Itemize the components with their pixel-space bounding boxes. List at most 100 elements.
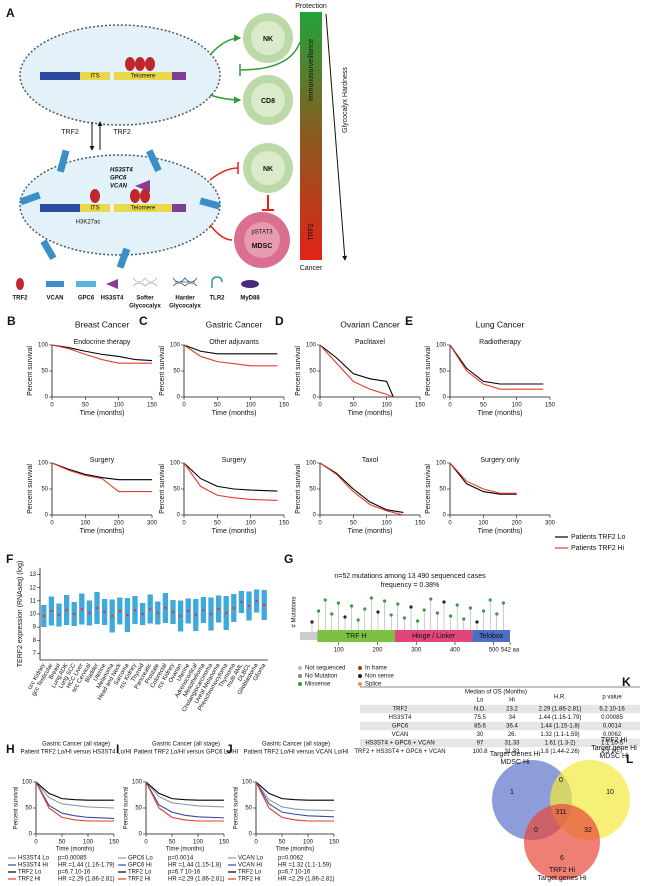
trf2-icon	[130, 189, 140, 203]
survival-curve	[183, 344, 278, 367]
legend-label: Glycocalyx	[169, 304, 201, 310]
legend-label: TRF2	[13, 296, 29, 302]
cell: 100.8	[472, 749, 488, 755]
survival-curve	[255, 781, 335, 818]
legend-label: TRF2 Hi	[128, 877, 150, 883]
panel-label: E	[405, 314, 413, 328]
lollipop-head	[402, 616, 406, 620]
median	[133, 608, 137, 612]
median	[240, 600, 243, 604]
x-tick-label: 0	[448, 521, 452, 527]
x-label: Time (months)	[276, 847, 314, 853]
axis	[319, 463, 420, 516]
y-tick-label: 50	[173, 369, 180, 375]
its: ITS	[90, 74, 99, 80]
legend-label: GPC6 Hi	[128, 863, 152, 869]
x-tick-label: 100	[512, 403, 523, 409]
cell: 30	[477, 732, 484, 738]
treatment: Endocrine therapy	[74, 339, 131, 346]
venn-count: 0	[559, 777, 563, 784]
y-tick-label: 100	[306, 461, 317, 467]
venn-count: 1	[510, 789, 514, 796]
legend-label: TLR2	[210, 296, 226, 302]
lollipop-head	[389, 613, 393, 617]
x-tick-label: 0	[50, 403, 54, 409]
axis	[145, 782, 224, 835]
cell: 1.44 (1.15-1.8)	[540, 724, 579, 730]
y-label: Percent survival	[425, 464, 432, 514]
mdsc: MDSC	[252, 243, 273, 250]
k-sub: Lo	[477, 698, 484, 704]
y-tick-label: 0	[177, 395, 181, 401]
panel-title: Gastric Cancer (all stage)	[262, 742, 330, 748]
treatment: Surgery only	[480, 457, 520, 464]
row-bg	[360, 730, 640, 739]
legend-label: HS3ST4 Hi	[18, 863, 48, 869]
lollipop-head	[442, 600, 446, 604]
x-label: Time (months)	[348, 410, 393, 417]
set-label: Target gene Hi	[591, 745, 637, 752]
legend-label: Glycocalyx	[129, 304, 161, 310]
treatment: Radiotherapy	[479, 339, 521, 346]
hazard-ratio: HR =1.32 (1.1-1.59)	[278, 863, 331, 869]
x-tick-label: 100	[334, 648, 345, 654]
x-tick-label: 100	[478, 521, 489, 527]
x-tick-label: 50	[214, 521, 221, 527]
y-tick-label: 100	[436, 461, 447, 467]
survival-curve	[35, 781, 115, 819]
telomere: Telomere	[131, 74, 156, 80]
x-tick-label: 50	[59, 840, 66, 846]
dna	[172, 204, 186, 212]
cell: TRF2 + HS3ST4 + GPC6 + VCAN	[354, 749, 445, 755]
median	[110, 614, 114, 618]
row-bg	[360, 704, 640, 714]
median	[217, 607, 220, 611]
y-label: Percent survival	[27, 346, 34, 396]
lollipop-head	[310, 620, 314, 624]
x-tick-label: 100	[246, 403, 257, 409]
cell: 34	[509, 715, 516, 721]
inhibition	[262, 195, 274, 211]
cell: 23.2	[506, 707, 518, 713]
y-tick-label: 0	[29, 832, 33, 838]
y-tick-label: 50	[25, 806, 32, 812]
cell: 26.	[508, 732, 517, 738]
legend-label: TRF2 Lo	[18, 870, 42, 876]
y-tick-label: 0	[249, 832, 253, 838]
arrow	[209, 34, 242, 56]
survival-curve	[255, 781, 334, 801]
median	[141, 612, 144, 616]
cell: 1.44 (1.16-1.79)	[539, 715, 582, 721]
domain	[317, 630, 395, 642]
y-tick-label: 50	[41, 487, 48, 493]
gene: HS3ST4	[110, 168, 133, 174]
row-bg	[360, 738, 640, 748]
survival-curve	[255, 781, 334, 822]
k-header: Median of OS (Months)	[465, 690, 527, 696]
nk-cell	[243, 143, 293, 193]
telomere: Telomere	[131, 206, 156, 212]
lollipop-head	[396, 602, 400, 606]
survival-curve	[449, 344, 544, 390]
y-label: Percent survival	[124, 787, 130, 830]
nk-cell	[243, 13, 293, 63]
y-tick-label: 100	[170, 343, 181, 349]
y-tick-label: 50	[135, 806, 142, 812]
y-tick-label: 50	[173, 487, 180, 493]
y-tick-label: 9	[33, 625, 37, 631]
hazard-ratio: HR =2.29 (1.86-2.81)	[168, 877, 225, 883]
p-value: p=6.7 10-16	[278, 870, 311, 876]
legend-label: TRF2 Hi	[238, 877, 260, 883]
trf2-icon	[145, 57, 155, 71]
x-tick-label: 50	[82, 403, 89, 409]
x-tick-label: 150	[219, 840, 230, 846]
survival-curve	[449, 344, 544, 385]
legend-label: GPC6 Lo	[128, 856, 153, 862]
legend-label: TRF2 Lo	[238, 870, 262, 876]
panel-title: Breast Cancer	[75, 319, 129, 329]
cell: 85.6	[474, 724, 486, 730]
hazard-ratio: HR =1.44 (1.16-1.79)	[58, 863, 115, 869]
x-label: Time (months)	[166, 847, 204, 853]
legend-label: TRF2 Lo	[128, 870, 152, 876]
arrow	[209, 224, 233, 241]
